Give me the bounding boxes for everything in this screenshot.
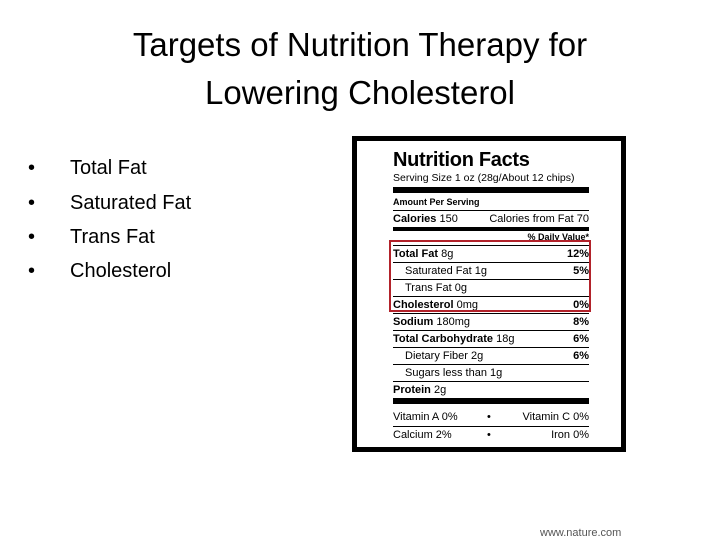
calories-row: Calories 150 Calories from Fat 70 [393, 210, 589, 228]
nutrient-amount: 8g [441, 248, 454, 260]
nutrient-name: Dietary Fiber [405, 350, 468, 362]
nutrient-name: Cholesterol [393, 299, 454, 311]
nutrient-amount: 1g [474, 265, 487, 277]
title-line: Targets of Nutrition Therapy for [132, 26, 588, 63]
nutrient-amount: 180mg [436, 316, 471, 328]
nutrient-row: Dietary Fiber 2g 6% [393, 347, 589, 364]
vitamin-row: Calcium 2% • Iron 0% [393, 426, 589, 444]
nutrition-label: Nutrition Facts Serving Size 1 oz (28g/A… [352, 136, 626, 452]
bullet-text: Total Fat [70, 157, 147, 179]
bullet-text: Saturated Fat [70, 192, 192, 214]
vitamin-dv: 0% [441, 411, 458, 423]
cff-value: 70 [576, 213, 589, 225]
nutrient-row: Total Fat 8g 12% [393, 245, 589, 263]
vitamin-dv: 0% [573, 411, 589, 423]
bullet-item: Total Fat [28, 155, 147, 181]
vitamin-name: Iron [551, 429, 571, 441]
separator-dot: • [487, 429, 491, 441]
nutrient-amount: 0mg [456, 299, 478, 311]
nutrient-row: Cholesterol 0mg 0% [393, 296, 589, 314]
nutrient-amount: less than 1g [442, 367, 503, 379]
nutrient-name: Protein [393, 384, 431, 396]
nutrient-row: Saturated Fat 1g 5% [393, 262, 589, 279]
nutrient-name: Sugars [405, 367, 440, 379]
vitamin-name: Calcium [393, 429, 433, 441]
nutrient-amount: 2g [471, 350, 484, 362]
nutrient-row: Sodium 180mg 8% [393, 313, 589, 331]
bullet-text: Cholesterol [70, 260, 172, 282]
nutrient-amount: 2g [433, 384, 447, 396]
bullet-item: Saturated Fat [28, 190, 191, 216]
vitamin-row: Vitamin A 0% • Vitamin C 0% [393, 409, 589, 426]
nutrient-name: Sodium [393, 316, 434, 328]
nutrient-dv: 6% [573, 350, 589, 362]
divider [393, 227, 589, 231]
title-line: Lowering Cholesterol [204, 74, 515, 111]
separator-dot: • [487, 411, 491, 423]
cff-label: Calories from Fat [489, 213, 574, 225]
vitamin-dv: 0% [573, 429, 589, 441]
nutrient-amount: 18g [496, 333, 515, 345]
highlight-box [389, 240, 591, 312]
bullet-item: Cholesterol [28, 258, 171, 284]
amount-per-serving: Amount Per Serving [393, 197, 480, 207]
divider [393, 187, 589, 193]
label-heading: Nutrition Facts [393, 149, 530, 171]
nutrient-row: Total Carbohydrate 18g 6% [393, 330, 589, 348]
calories-value: 150 [439, 213, 458, 225]
nutrient-dv: 0% [573, 299, 589, 311]
nutrient-dv: 12% [566, 248, 589, 260]
nutrient-dv: 8% [573, 316, 589, 328]
nutrient-row: Protein 2g [393, 381, 589, 399]
nutrient-dv: 5% [573, 265, 589, 277]
bullet-item: Trans Fat [28, 224, 155, 250]
calories-from-fat: Calories from Fat 70 [489, 211, 589, 228]
nutrient-amount: 0g [454, 282, 467, 294]
daily-value-header: % Daily Value* [527, 232, 589, 242]
nutrient-dv: 6% [573, 333, 589, 345]
vitamin-name: Vitamin A [393, 411, 439, 423]
calories-label: Calories [393, 213, 437, 225]
vitamin-name: Vitamin C [522, 411, 571, 423]
nutrient-name: Total Carbohydrate [393, 333, 494, 345]
bullet-text: Trans Fat [70, 226, 155, 248]
nutrient-row: Trans Fat 0g [393, 279, 589, 296]
nutrient-name: Saturated Fat [405, 265, 472, 277]
nutrient-name: Total Fat [393, 248, 439, 260]
vitamin-dv: 2% [435, 429, 452, 441]
source-footer: www.nature.com [540, 527, 622, 539]
divider [393, 398, 589, 404]
nutrient-row: Sugars less than 1g [393, 364, 589, 381]
nutrient-name: Trans Fat [405, 282, 452, 294]
serving-size: Serving Size 1 oz (28g/About 12 chips) [393, 172, 575, 184]
